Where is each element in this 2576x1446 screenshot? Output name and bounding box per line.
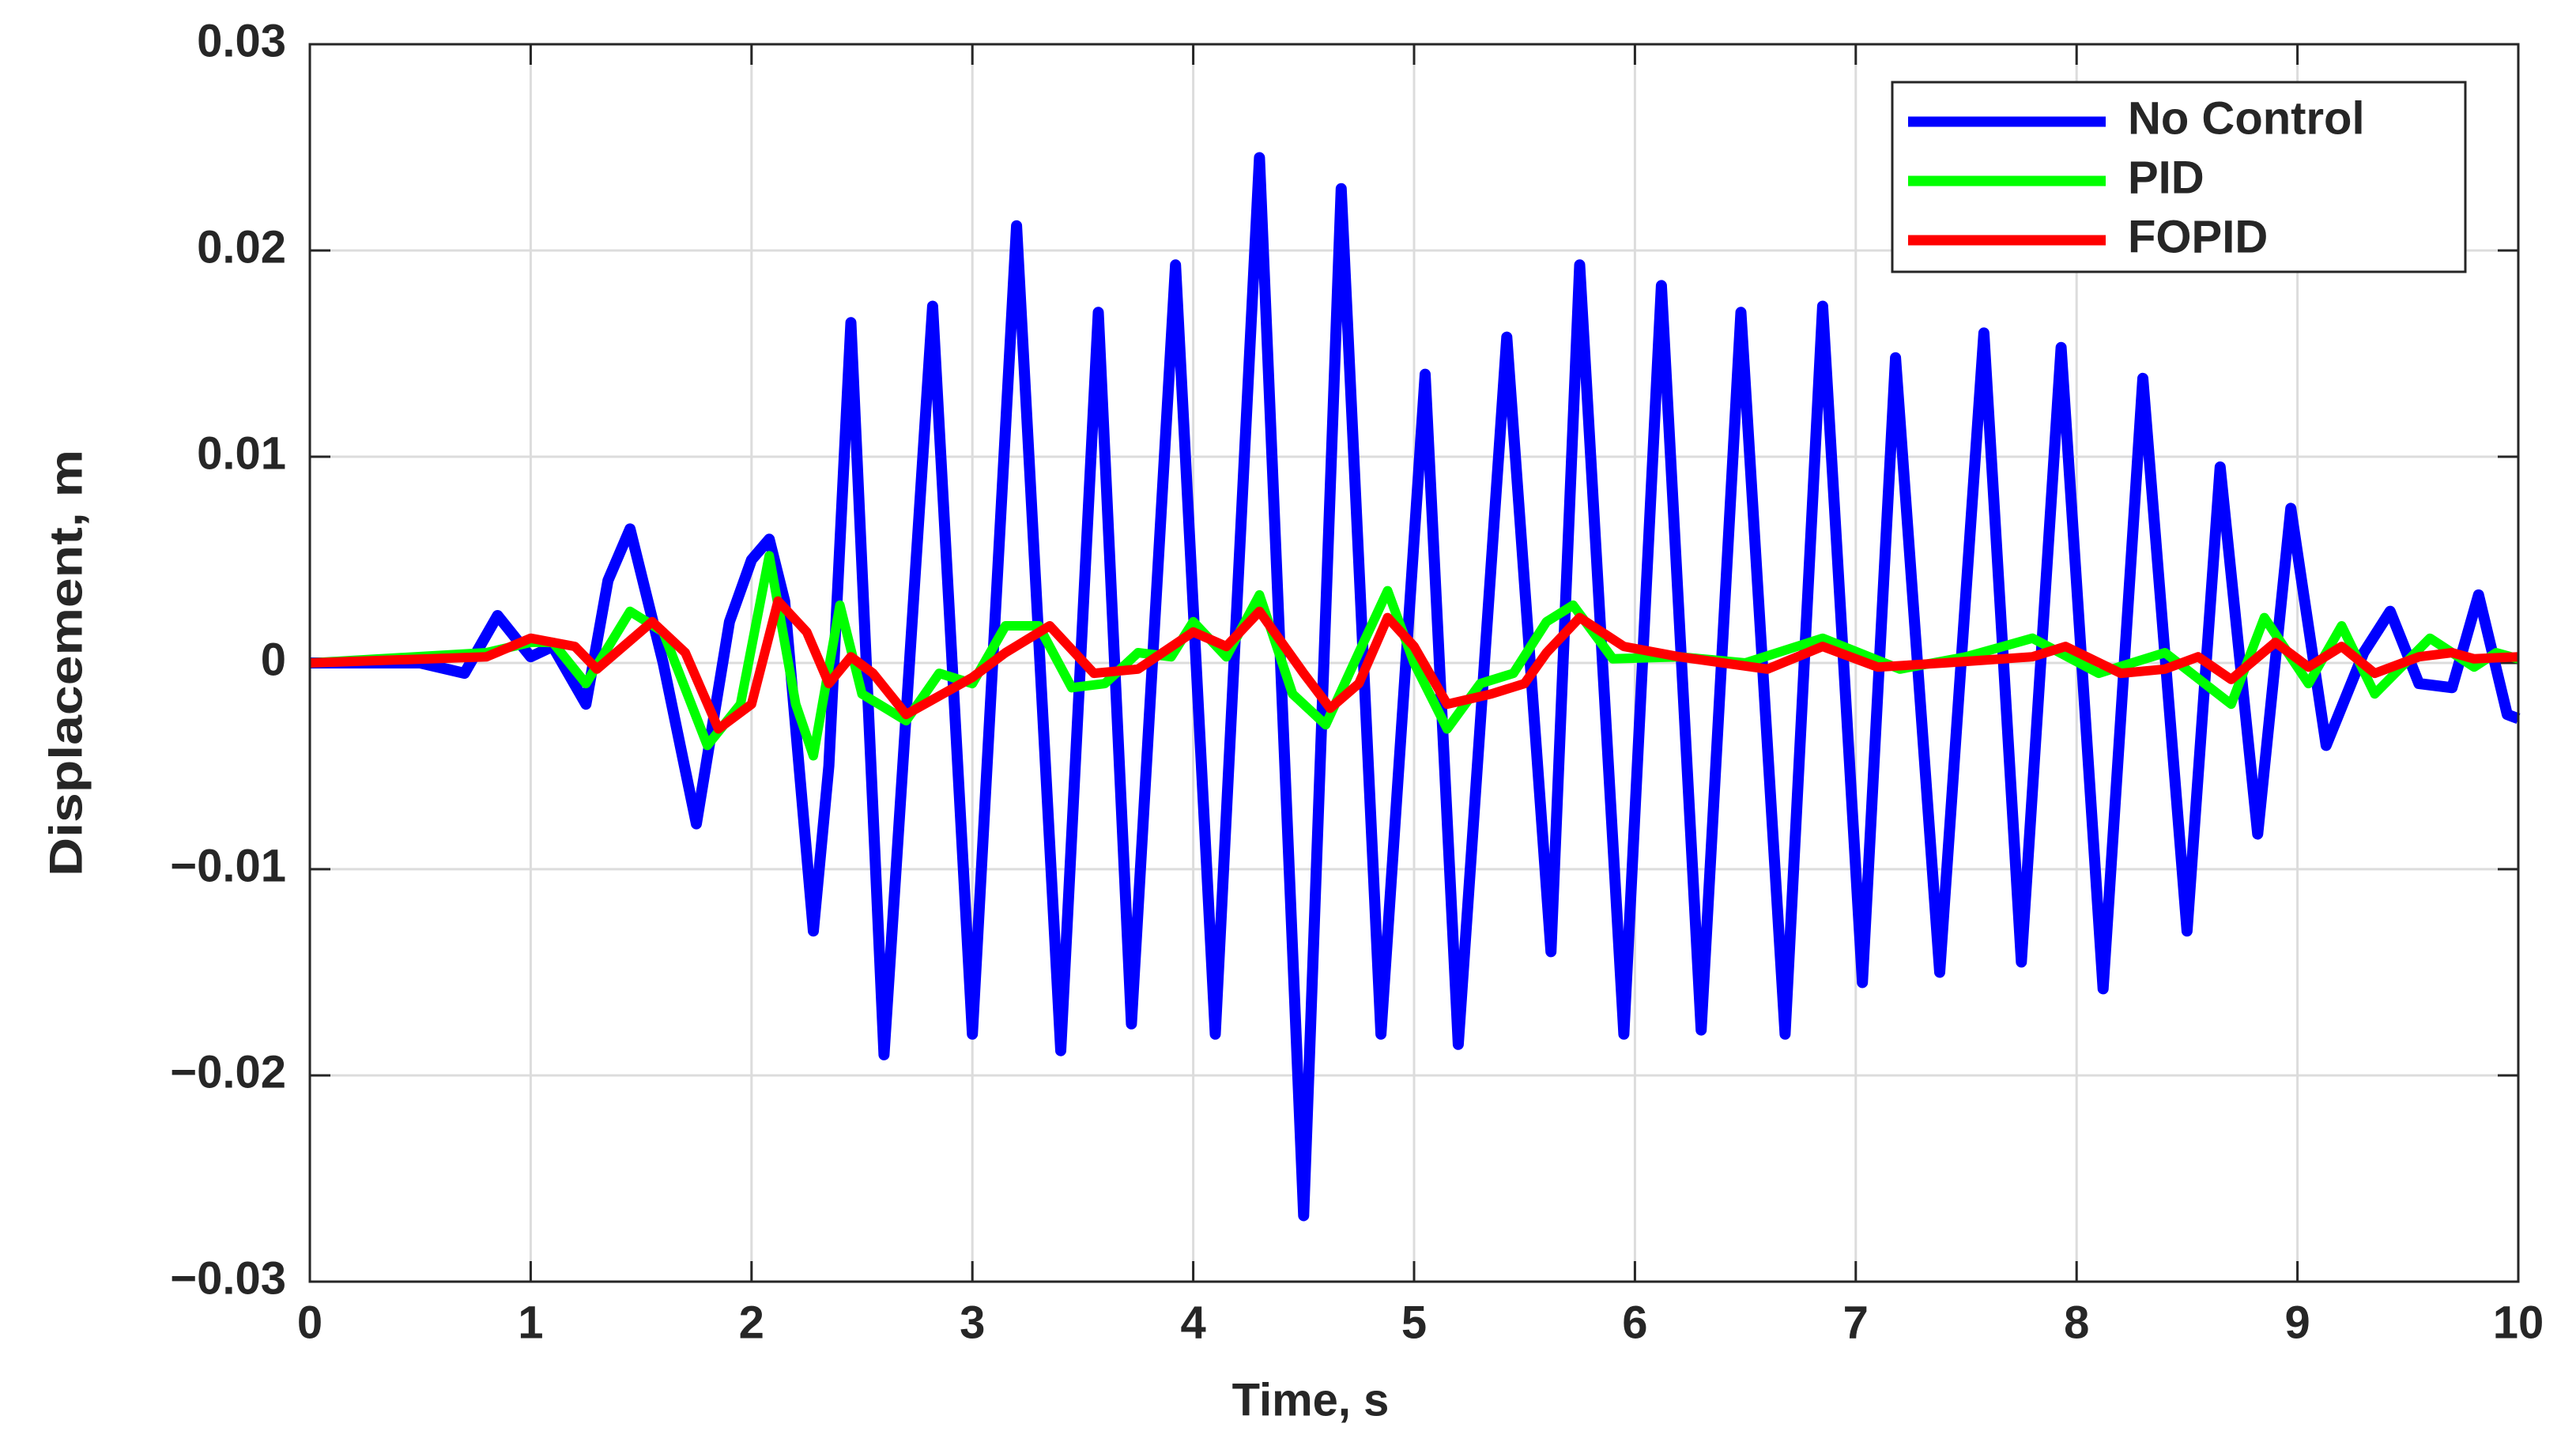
- x-axis-label: Time, s: [1232, 1374, 1390, 1425]
- y-tick-label: 0.03: [197, 15, 286, 66]
- y-tick-label: −0.01: [170, 840, 286, 891]
- x-tick-label: 10: [2493, 1297, 2544, 1348]
- legend-label: No Control: [2128, 92, 2365, 144]
- legend-label: FOPID: [2128, 211, 2268, 262]
- x-tick-label: 3: [960, 1297, 985, 1348]
- data-line: [309, 596, 2519, 734]
- legend-label: PID: [2128, 152, 2204, 203]
- x-tick-label: 8: [2064, 1297, 2089, 1348]
- x-tick-label: 1: [518, 1297, 543, 1348]
- x-tick-label: 9: [2284, 1297, 2310, 1348]
- x-tick-label: 7: [1843, 1297, 1869, 1348]
- y-tick-label: 0.01: [197, 427, 286, 479]
- y-tick-label: 0: [261, 634, 286, 685]
- x-tick-label: 4: [1180, 1297, 1205, 1348]
- y-tick-label: 0.02: [197, 221, 286, 273]
- y-axis-label: Displacement, m: [40, 450, 92, 876]
- x-tick-label: 6: [1622, 1297, 1647, 1348]
- data-line: [310, 152, 2521, 1222]
- y-tick-label: −0.02: [170, 1046, 286, 1098]
- y-tick-label: −0.03: [170, 1252, 286, 1304]
- x-tick-label: 2: [739, 1297, 764, 1348]
- plot-frame: [308, 43, 2520, 1283]
- x-tick-label: 0: [297, 1297, 322, 1348]
- legend: No Control PID FOPID: [1891, 81, 2467, 273]
- x-tick-label: 5: [1401, 1297, 1427, 1348]
